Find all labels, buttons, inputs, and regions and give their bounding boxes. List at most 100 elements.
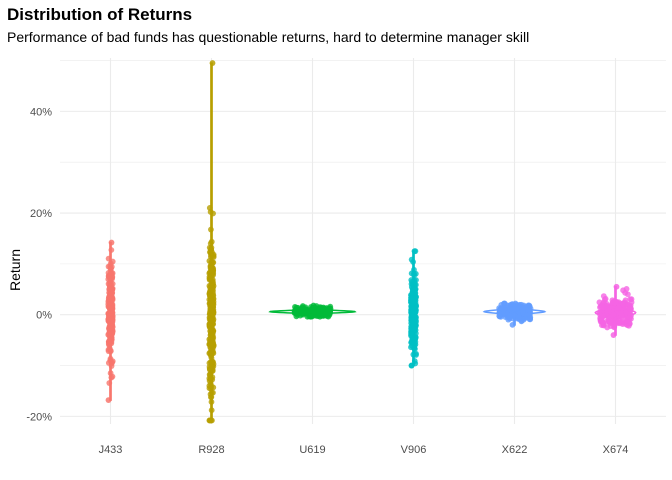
data-point [413,277,419,283]
x-tick-label: X674 [603,444,629,456]
data-point [509,321,516,328]
data-point [207,288,214,295]
chart-subtitle: Performance of bad funds has questionabl… [7,29,530,45]
data-point [611,323,618,330]
data-point [411,341,417,348]
data-point [408,317,415,324]
data-point [413,352,419,358]
data-point [208,226,214,233]
data-point [611,318,618,325]
data-point [408,362,415,369]
data-point [408,277,415,283]
grid-lines [60,58,666,424]
data-point [518,318,525,325]
data-point [409,310,415,317]
data-point [411,248,418,255]
data-point [108,282,115,289]
data-point [208,359,215,366]
data-point [496,313,503,320]
violins [107,62,637,422]
x-tick-label: J433 [99,444,123,456]
data-point [106,330,112,337]
data-point [108,374,115,381]
data-point [108,305,115,312]
data-point [105,397,112,404]
data-point [507,312,513,319]
data-point [105,255,112,262]
x-tick-label: R928 [198,444,224,456]
data-point [408,284,415,290]
data-point [610,332,617,338]
data-point [210,210,216,217]
data-point [206,258,213,264]
y-axis-label: Return [7,249,23,291]
data-point [600,319,607,326]
data-point [627,296,634,303]
data-point [109,358,116,365]
data-point [599,302,605,309]
data-point [623,286,630,292]
data-point [208,399,215,405]
x-axis-ticks: J433 R928 U619 V906 X622 X674 [99,444,629,456]
y-axis-ticks: -20% 0% 20% 40% [26,106,52,423]
data-point [520,304,527,311]
data-point [109,287,116,293]
jitter-points [105,60,635,424]
data-point [208,389,215,396]
data-point [108,323,115,330]
data-point [105,348,112,355]
data-point [206,282,213,289]
data-point [207,351,214,358]
data-point [108,239,115,246]
data-point [625,322,632,329]
data-point [610,311,617,318]
data-point [410,258,417,265]
data-point [105,340,112,347]
data-point [108,247,115,253]
data-point [616,317,623,324]
data-point [208,238,215,245]
data-point [208,266,214,273]
data-point [409,323,416,330]
data-point [106,311,113,318]
data-point [207,306,214,313]
data-point [206,417,213,424]
y-tick-label: 40% [30,106,52,118]
data-point [206,244,213,251]
data-point [108,263,115,270]
data-point [411,272,418,279]
data-point [208,317,215,324]
data-point [210,384,217,391]
data-point [207,275,213,282]
x-tick-label: X622 [502,444,528,456]
data-point [107,370,114,377]
data-point [512,300,519,307]
data-point [511,306,518,312]
data-point [292,306,299,313]
data-point [298,309,305,315]
data-point [624,291,631,298]
data-point [210,253,217,259]
data-point [207,340,214,347]
data-point [293,313,300,320]
data-point [308,307,315,314]
data-point [515,314,522,321]
data-point [109,274,116,281]
data-point [322,311,329,318]
data-point [411,336,418,343]
data-point [327,310,333,317]
data-point [106,380,113,386]
y-tick-label: -20% [26,411,52,423]
data-point [208,331,214,338]
data-point [626,305,633,312]
x-tick-label: U619 [299,444,325,456]
y-tick-label: 0% [36,310,52,322]
data-point [307,313,314,320]
y-tick-label: 20% [30,208,52,220]
data-point [310,302,317,309]
data-point [409,295,416,302]
data-point [627,310,634,317]
data-point [208,394,215,400]
data-point [619,300,626,307]
